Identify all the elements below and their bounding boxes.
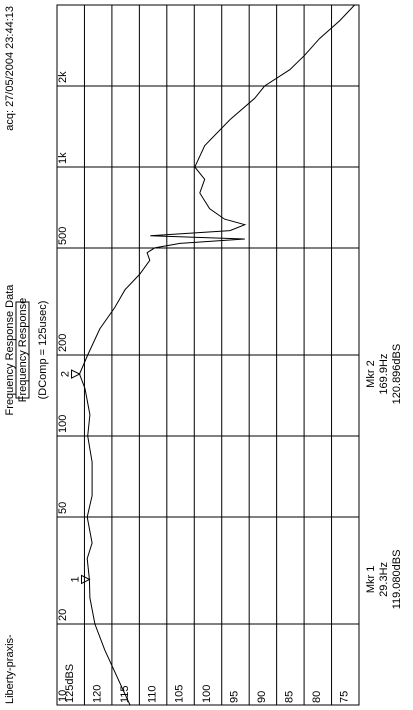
y-tick-label: 105: [174, 685, 186, 703]
marker-number: 1: [69, 576, 81, 582]
y-tick-label: 75: [338, 691, 350, 703]
y-tick-label: 95: [229, 691, 241, 703]
marker-triangle: [71, 369, 81, 379]
chart-title: Frequency Response Data: [4, 284, 16, 416]
y-tick-label: 125dBS: [64, 664, 76, 703]
note: (DComp = 125usec): [37, 301, 49, 400]
x-tick-label: 10: [57, 690, 69, 702]
chart-subtitle: Frequency Response: [17, 298, 29, 403]
marker-name: Mkr 2: [365, 360, 377, 388]
y-tick-label: 110: [146, 685, 158, 703]
x-tick-label: 1k: [57, 152, 69, 164]
marker-level: 120.896dBS: [391, 344, 403, 405]
marker-level: 119.080dBS: [391, 550, 403, 610]
y-tick-label: 85: [284, 691, 296, 703]
x-tick-label: 200: [57, 334, 69, 352]
subtitle-box: [15, 301, 30, 399]
marker-triangle: [81, 574, 91, 585]
x-tick-label: 50: [57, 502, 69, 514]
trace: [78, 4, 355, 706]
marker-number: 2: [59, 371, 71, 377]
y-tick-label: 100: [201, 685, 213, 703]
x-tick-label: 500: [57, 227, 69, 245]
timestamp: acq: 27/05/2004 23:44:13: [4, 6, 16, 131]
y-tick-label: 120: [91, 685, 103, 703]
x-tick-label: 100: [57, 415, 69, 433]
marker-frequency: 169.9Hz: [378, 354, 390, 395]
marker-name: Mkr 1: [365, 566, 377, 594]
y-tick-label: 90: [256, 691, 268, 703]
y-tick-label: 80: [311, 691, 323, 703]
marker-frequency: 29.3Hz: [378, 562, 390, 597]
source: Liberty-praxis-: [4, 634, 16, 704]
x-tick-label: 2k: [57, 71, 69, 83]
x-tick-label: 20: [57, 609, 69, 621]
rotated-chart: Frequency Response Data Frequency Respon…: [4, 4, 403, 706]
